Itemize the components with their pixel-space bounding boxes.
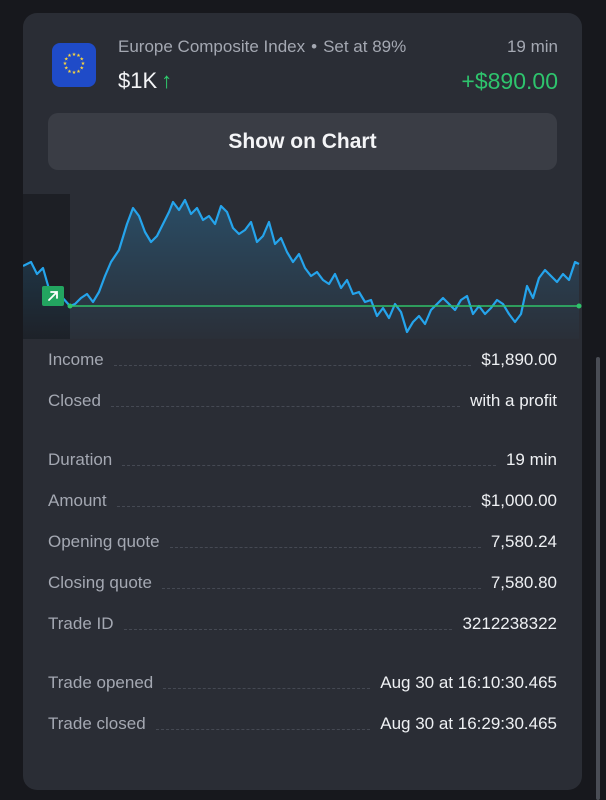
svg-text:★: ★ — [80, 57, 85, 63]
trade-profit: +$890.00 — [461, 68, 558, 94]
trade-details-card: ★ ★ ★ ★ ★ ★ ★ ★ ★ ★ ★ ★ Europe Composite… — [23, 13, 582, 790]
dotted-leader — [169, 547, 481, 548]
detail-row: Closing quote 7,580.80 — [48, 563, 557, 593]
svg-text:★: ★ — [67, 69, 72, 75]
svg-text:★: ★ — [76, 69, 81, 75]
detail-row: Amount $1,000.00 — [48, 481, 557, 511]
detail-row: Closed with a profit — [48, 381, 557, 411]
detail-value: Aug 30 at 16:10:30.465 — [380, 673, 557, 692]
svg-text:★: ★ — [81, 61, 86, 67]
price-chart — [23, 194, 582, 339]
dotted-leader — [113, 365, 472, 366]
arrow-up-icon: ↑ — [161, 68, 173, 93]
amount-row: $1K ↑ — [118, 68, 172, 94]
price-area-fill — [23, 200, 579, 339]
show-on-chart-button[interactable]: Show on Chart — [48, 113, 557, 170]
detail-label: Duration — [48, 450, 113, 469]
entry-point — [67, 303, 73, 309]
svg-text:★: ★ — [67, 53, 72, 59]
arrow-up-right-icon — [48, 291, 58, 301]
asset-name: Europe Composite Index — [118, 37, 306, 56]
trade-amount: $1K — [118, 68, 158, 93]
dotted-leader — [155, 729, 371, 730]
scrollbar[interactable] — [596, 357, 600, 800]
detail-value: Aug 30 at 16:29:30.465 — [380, 714, 557, 733]
trade-duration: 19 min — [506, 37, 558, 56]
exit-point — [576, 303, 582, 309]
detail-value: $1,000.00 — [481, 491, 557, 510]
detail-label: Opening quote — [48, 532, 160, 551]
detail-row: Opening quote 7,580.24 — [48, 522, 557, 552]
dotted-leader — [123, 629, 453, 630]
detail-label: Closed — [48, 391, 101, 410]
dotted-leader — [161, 588, 481, 589]
dotted-leader — [116, 506, 472, 507]
svg-text:★: ★ — [72, 70, 77, 76]
separator-dot: • — [311, 37, 318, 56]
payout-text: Set at 89% — [323, 37, 407, 56]
price-line — [23, 198, 580, 334]
detail-row: Trade closed Aug 30 at 16:29:30.465 — [48, 704, 557, 734]
svg-text:★: ★ — [63, 61, 68, 67]
dotted-leader — [163, 688, 371, 689]
dotted-leader — [110, 406, 461, 407]
detail-row: Duration 19 min — [48, 440, 557, 470]
svg-text:★: ★ — [64, 57, 69, 63]
svg-text:★: ★ — [72, 52, 77, 58]
dotted-leader — [122, 465, 496, 466]
detail-value: 3212238322 — [462, 614, 557, 633]
asset-title: Europe Composite Index • Set at 89% — [118, 37, 406, 57]
detail-row: Income $1,890.00 — [48, 340, 557, 370]
eu-flag-icon: ★ ★ ★ ★ ★ ★ ★ ★ ★ ★ ★ ★ — [52, 43, 96, 87]
detail-value: $1,890.00 — [481, 350, 557, 369]
detail-value: 19 min — [505, 450, 557, 469]
detail-label: Amount — [48, 491, 107, 510]
detail-value: 7,580.24 — [490, 532, 557, 551]
detail-label: Trade ID — [48, 614, 114, 633]
detail-label: Trade opened — [48, 673, 154, 692]
svg-text:★: ★ — [64, 66, 69, 72]
detail-label: Income — [48, 350, 104, 369]
detail-label: Trade closed — [48, 714, 146, 733]
detail-value: 7,580.80 — [490, 573, 557, 592]
detail-value: with a profit — [470, 391, 557, 410]
entry-marker — [42, 286, 64, 306]
svg-text:★: ★ — [80, 66, 85, 72]
detail-row: Trade opened Aug 30 at 16:10:30.465 — [48, 663, 557, 693]
svg-text:★: ★ — [76, 53, 81, 59]
detail-label: Closing quote — [48, 573, 152, 592]
detail-row: Trade ID 3212238322 — [48, 604, 557, 634]
